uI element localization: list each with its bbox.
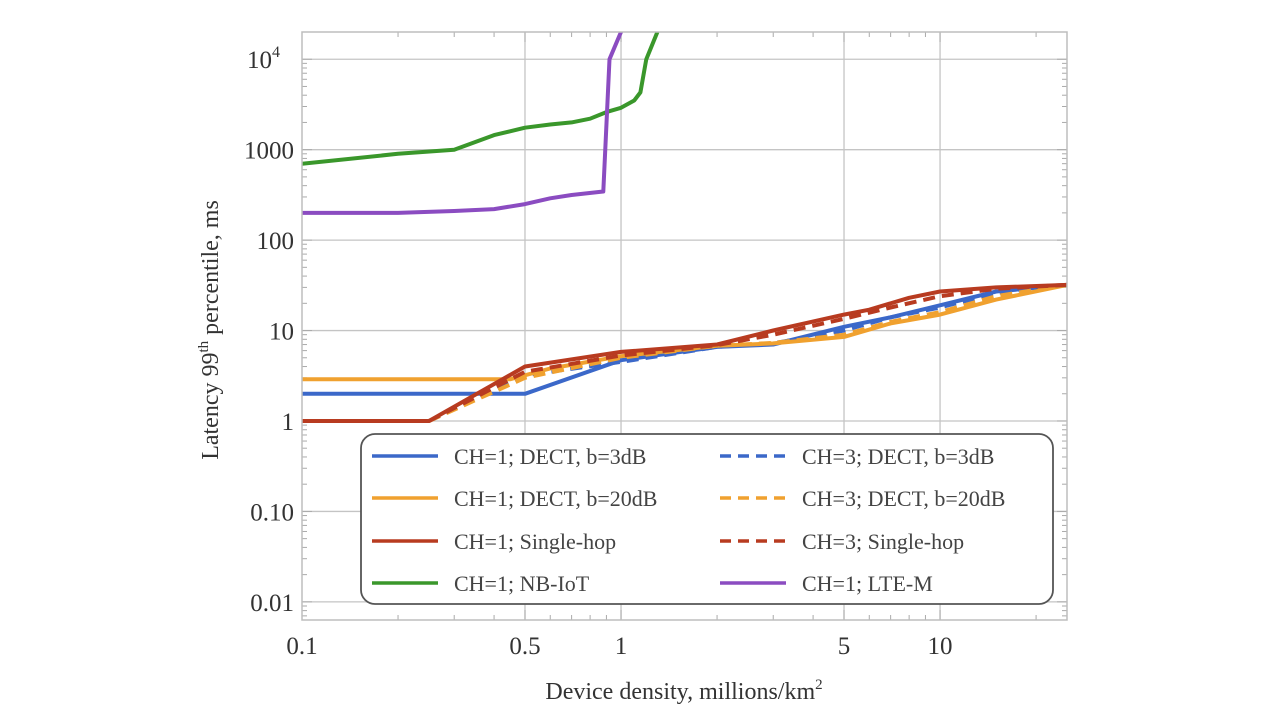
legend-label: CH=3; DECT, b=20dB [802, 486, 1005, 511]
series-line-3 [302, 282, 1067, 382]
x-tick-label: 0.1 [286, 633, 317, 660]
y-tick-label: 104 [247, 44, 280, 74]
x-tick-label: 5 [838, 633, 851, 660]
x-tick-label: 1 [615, 633, 628, 660]
plot-frame [301, 31, 1068, 621]
legend-label: CH=1; LTE-M [802, 571, 933, 596]
series-line-4 [428, 282, 1067, 423]
legend-label: CH=3; Single-hop [802, 529, 964, 554]
x-tick-label: 0.5 [509, 633, 540, 660]
legend-label: CH=1; Single-hop [454, 529, 616, 554]
series-line-8 [302, 32, 623, 215]
y-tick-label: 0.10 [250, 499, 294, 526]
series-line-7 [302, 32, 660, 166]
x-tick-labels: 0.1 0.5 1 5 10 [286, 633, 952, 660]
y-tick-label: 0.01 [250, 590, 294, 617]
x-tick-label: 10 [928, 633, 953, 660]
legend-box [360, 433, 1054, 605]
y-tick-label: 1 [282, 409, 295, 436]
legend-label: CH=3; DECT, b=3dB [802, 444, 994, 469]
x-axis-title: Device density, millions/km2 [545, 677, 822, 705]
y-tick-label: 100 [257, 228, 295, 255]
series-layer [302, 32, 1067, 423]
legend: CH=1; DECT, b=3dB CH=1; DECT, b=20dB CH=1;… [360, 433, 1054, 605]
y-tick-label: 10 [269, 319, 294, 346]
y-tick-label: 1000 [244, 138, 294, 165]
y-axis-title: Latency 99th percentile, ms [196, 200, 224, 460]
legend-label: CH=1; DECT, b=3dB [454, 444, 646, 469]
legend-label: CH=1; NB-IoT [454, 571, 590, 596]
series-line-5 [302, 282, 1067, 423]
series-line-6 [428, 282, 1067, 423]
y-tick-labels: 0.01 0.10 1 10 100 1000 104 [244, 44, 294, 617]
legend-label: CH=1; DECT, b=20dB [454, 486, 657, 511]
